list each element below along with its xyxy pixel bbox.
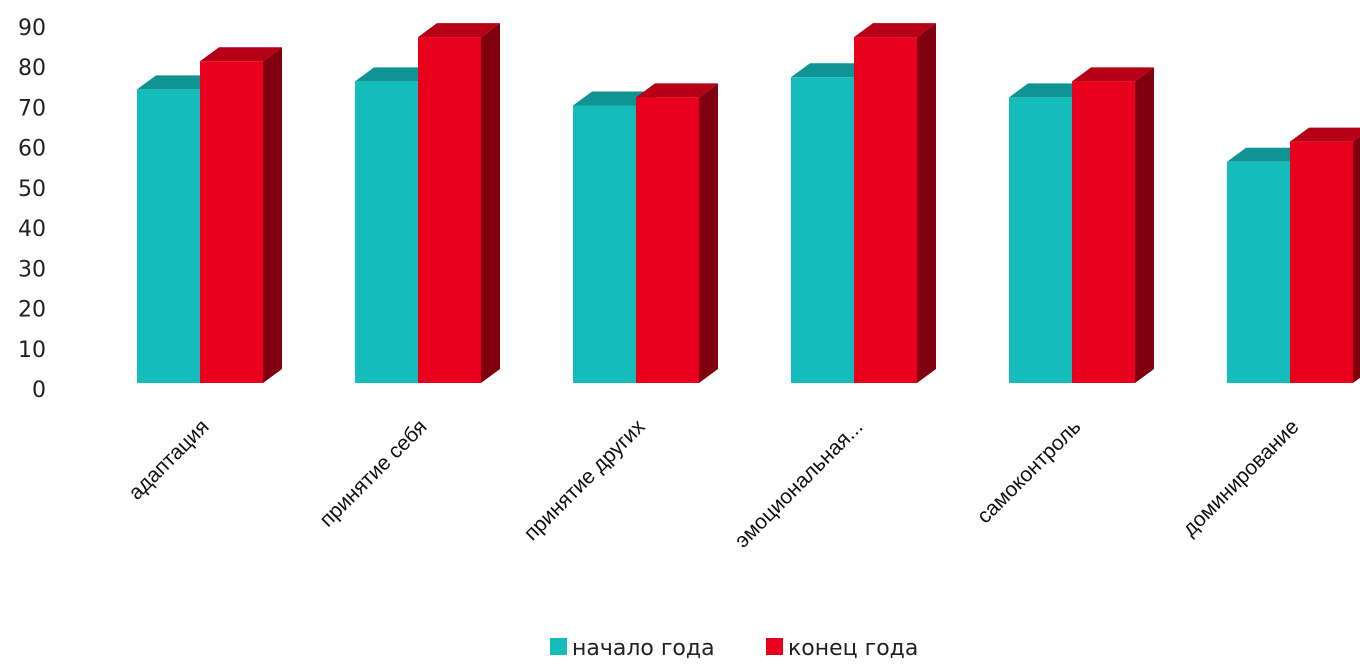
bar-front-face: [1072, 81, 1135, 383]
bar-top-face: [1072, 67, 1154, 82]
legend-label: конец года: [788, 636, 918, 661]
y-tick-label: 70: [18, 96, 46, 121]
bar-top-face: [1290, 127, 1360, 142]
bar-top-face: [791, 63, 873, 78]
y-tick-label: 80: [18, 56, 46, 81]
y-tick-label: 60: [18, 137, 46, 162]
bar-top-face: [137, 75, 219, 90]
x-tick-label: самоконтроль: [973, 415, 1086, 528]
bar: [418, 23, 500, 383]
bar: [1290, 127, 1360, 383]
bar-top-face: [573, 91, 655, 106]
bar-top-face: [636, 83, 718, 98]
x-tick-label: принятие других: [520, 415, 650, 545]
y-tick-label: 10: [18, 338, 46, 363]
bar-front-face: [791, 77, 854, 384]
bar-front-face: [418, 37, 481, 383]
bar-front-face: [200, 61, 263, 383]
bar-front-face: [1227, 161, 1290, 383]
bar-top-face: [355, 67, 437, 82]
bar-front-face: [573, 105, 636, 383]
bar: [200, 47, 282, 383]
bar: [636, 83, 718, 383]
bar-front-face: [1290, 141, 1353, 383]
y-tick-label: 90: [18, 16, 46, 41]
legend-label: начало года: [572, 636, 715, 661]
bar-front-face: [854, 37, 917, 383]
y-tick-label: 20: [18, 298, 46, 323]
legend: начало года конец года: [550, 636, 918, 661]
bar-top-face: [200, 47, 282, 62]
legend-swatch: [766, 638, 783, 655]
bar-top-face: [1227, 147, 1309, 162]
x-tick-label: эмоциональная...: [730, 415, 867, 552]
x-tick-label: адаптация: [124, 415, 213, 504]
y-tick-label: 40: [18, 217, 46, 242]
bars: [137, 23, 1360, 384]
bar-side-face: [481, 23, 500, 383]
bar: [1072, 67, 1154, 383]
y-tick-label: 30: [18, 257, 46, 282]
bar-front-face: [636, 97, 699, 383]
y-tick-label: 50: [18, 177, 46, 202]
legend-swatch: [550, 638, 567, 655]
bar-side-face: [1353, 136, 1360, 383]
bar-front-face: [355, 81, 418, 383]
x-tick-label: доминирование: [1178, 415, 1303, 540]
y-axis: 0 10 20 30 40 50 60 70 80 90: [18, 16, 46, 403]
bar-front-face: [137, 89, 200, 383]
bar-side-face: [1135, 67, 1154, 383]
bar-top-face: [854, 23, 936, 38]
x-tick-label: принятие себя: [315, 415, 431, 531]
x-axis: адаптация принятие себя принятие других эмо…: [124, 415, 1303, 552]
bar-side-face: [263, 47, 282, 383]
bar-side-face: [699, 83, 718, 383]
bar-front-face: [1009, 97, 1072, 383]
bar: [854, 23, 936, 383]
legend-item: начало года: [550, 636, 715, 661]
bar-top-face: [1009, 83, 1091, 98]
bar-side-face: [917, 23, 936, 383]
legend-item: конец года: [766, 636, 918, 661]
y-tick-label: 0: [32, 378, 46, 403]
bar-top-face: [418, 23, 500, 38]
